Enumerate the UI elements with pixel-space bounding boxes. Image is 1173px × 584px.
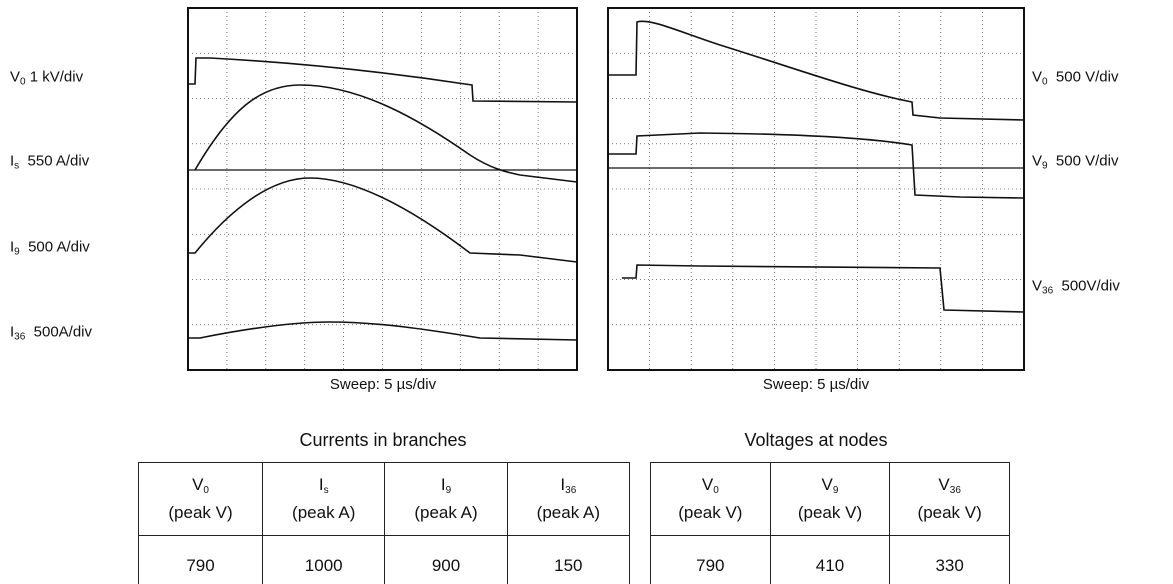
text: V — [10, 68, 21, 86]
channel-label: Is 550 A/div — [10, 153, 89, 172]
text: I — [318, 475, 324, 494]
trace — [608, 132, 1025, 199]
sweep-label: Sweep: 5 µs/div — [329, 376, 437, 393]
channel-label: V0 1 kV/div — [10, 69, 83, 88]
value-cell: 330 — [889, 535, 1010, 584]
grid — [188, 8, 577, 370]
scope-frame — [187, 7, 578, 371]
table-title: Voltages at nodes — [744, 430, 888, 450]
channel-label: I36 500A/div — [10, 324, 92, 343]
text: V — [938, 475, 950, 494]
trace — [188, 321, 578, 341]
text: (peak V) — [797, 503, 863, 522]
value-cell: 790 — [650, 535, 771, 584]
text: 9 — [1042, 160, 1048, 172]
column-header: Is (peak A) — [262, 462, 386, 536]
text: 9 — [445, 485, 452, 496]
channel-label: V36 500V/div — [1032, 278, 1120, 297]
value-row: 790 1000 900 150 — [137, 535, 631, 584]
sweep-label: Sweep: 5 µs/div — [762, 376, 870, 393]
column-header: I36 (peak A) — [506, 462, 631, 536]
trace — [188, 57, 578, 103]
column-header: V9 (peak V) — [769, 462, 891, 536]
header-row: V0 (peak V) Is (peak A) I9 (peak A) I36 (peak A… — [137, 462, 631, 536]
text: 0 — [203, 485, 209, 496]
text: V — [1032, 68, 1043, 86]
channel-label: V9 500 V/div — [1032, 153, 1118, 172]
value-row: 790 410 330 — [650, 535, 1010, 584]
text: I — [10, 152, 15, 170]
column-header: I9 (peak A) — [384, 462, 508, 536]
text: V — [1032, 277, 1043, 295]
table-title: Currents in branches — [299, 430, 467, 450]
text: I — [560, 475, 566, 494]
text: 550 A/div — [27, 152, 90, 170]
text: 500A/div — [33, 323, 93, 341]
value-cell: 150 — [506, 535, 631, 584]
text: 36 — [1042, 285, 1054, 297]
trace — [622, 264, 1025, 313]
text: 0 — [1042, 76, 1048, 88]
channel-label: I9 500 A/div — [10, 239, 90, 258]
channel-label: V0 500 V/div — [1032, 69, 1118, 88]
text: 36 — [949, 485, 961, 496]
header-row: V0 (peak V) V9 (peak V) V36 (peak V) — [650, 462, 1010, 536]
text: 500 A/div — [28, 238, 90, 256]
text: 1 kV/div — [29, 68, 84, 86]
trace — [188, 177, 578, 263]
text: (peak V) — [168, 503, 233, 522]
text: (peak V) — [917, 503, 982, 522]
text: (peak V) — [678, 503, 743, 522]
value-cell: 1000 — [262, 535, 386, 584]
value-cell: 410 — [769, 535, 891, 584]
column-header: V0 (peak V) — [137, 462, 264, 536]
trace — [194, 84, 578, 183]
text: 36 — [14, 331, 26, 343]
table: V0 (peak V) V9 (peak V) V36 (peak V) 790 410 330 — [650, 462, 1010, 584]
text: s — [14, 160, 20, 172]
text: 9 — [832, 485, 839, 496]
column-header: V0 (peak V) — [650, 462, 771, 536]
table: V0 (peak V) Is (peak A) I9 (peak A) I36 (peak A… — [137, 462, 631, 584]
trace — [608, 20, 1025, 121]
value-cell: 790 — [137, 535, 264, 584]
text: I — [10, 323, 15, 341]
text: I — [10, 238, 15, 256]
text: V — [1032, 152, 1043, 170]
text: 0 — [713, 485, 719, 496]
text: V — [821, 475, 833, 494]
text: (peak A) — [292, 503, 356, 522]
scope-frame — [607, 7, 1025, 371]
text: 36 — [565, 485, 577, 496]
text: 500 V/div — [1055, 68, 1119, 86]
text: (peak A) — [414, 503, 478, 522]
value-cell: 900 — [384, 535, 508, 584]
grid — [608, 8, 1024, 370]
text: 9 — [14, 246, 20, 258]
text: V — [701, 475, 714, 494]
text: V — [192, 475, 204, 494]
text: s — [323, 485, 329, 496]
text: (peak A) — [536, 503, 600, 522]
column-header: V36 (peak V) — [889, 462, 1010, 536]
text: 500V/div — [1061, 277, 1120, 295]
text: I — [440, 475, 446, 494]
text: 500 V/div — [1055, 152, 1119, 170]
text: 0 — [20, 76, 26, 88]
